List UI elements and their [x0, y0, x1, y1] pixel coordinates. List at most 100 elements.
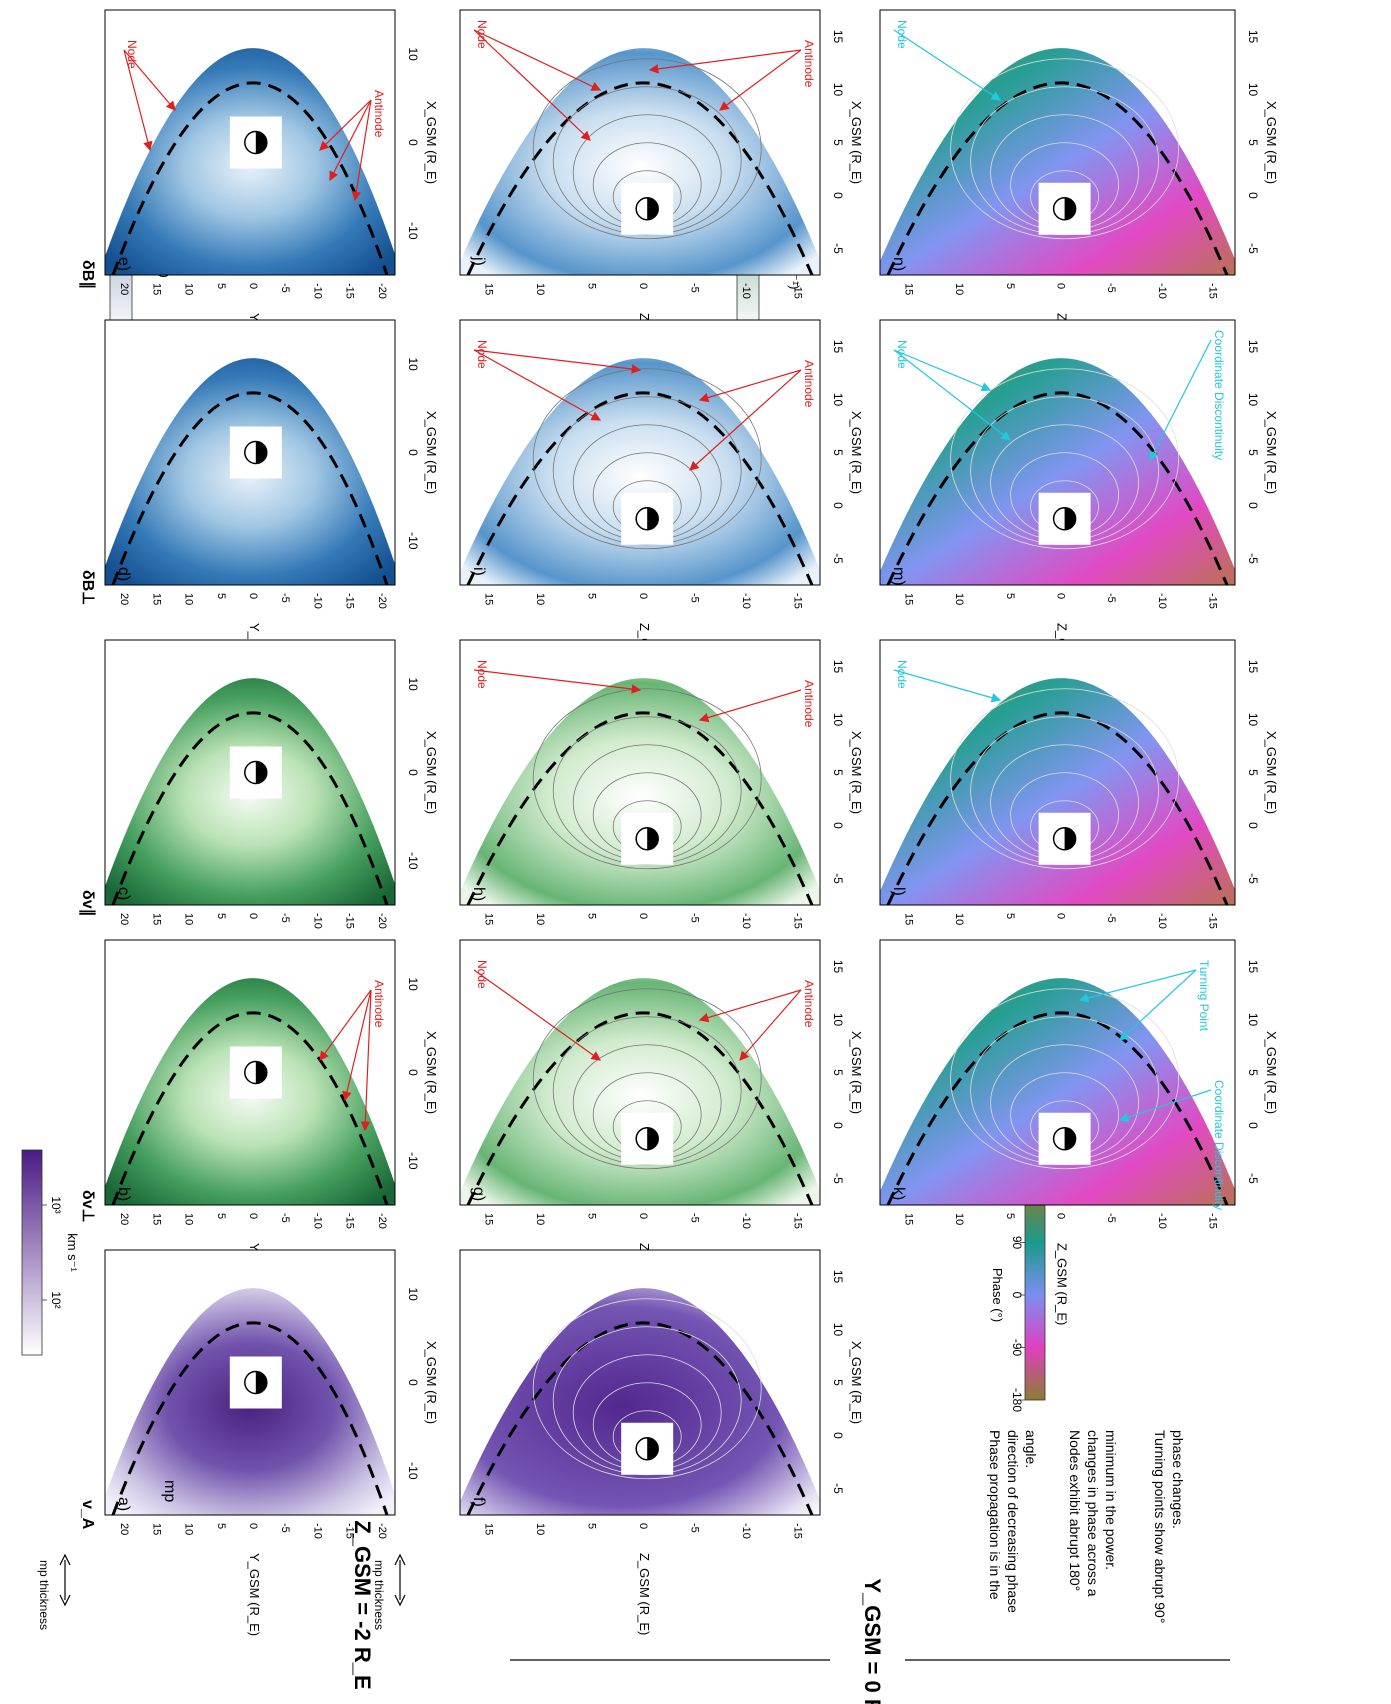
earth-night-side [1064, 1127, 1076, 1150]
panel-quantity: δB∥ [79, 260, 96, 289]
x-tick-label: 0 [406, 1069, 420, 1076]
y-tick-label: 5 [215, 1213, 227, 1219]
note-line: direction of decreasing phase [1005, 1430, 1021, 1613]
magnetopause-line [466, 81, 814, 275]
annotation-arrow [698, 369, 802, 403]
earth-night-side [647, 507, 659, 530]
y-tick-label: 15 [483, 1213, 495, 1225]
x-axis-label: X_GSM (R_E) [849, 731, 864, 814]
y-tick-label: 15 [150, 593, 162, 605]
annotation-arrow [329, 99, 372, 182]
x-tick-label: 15 [1246, 340, 1260, 354]
x-tick-label: 10 [406, 357, 420, 371]
note-line: minimum in the power. [1103, 1430, 1119, 1570]
y-tick-label: -15 [791, 593, 803, 609]
x-tick-label: 15 [831, 30, 845, 44]
x-tick-label: 0 [831, 192, 845, 199]
colorbar-phase-label: Phase (°) [990, 1268, 1005, 1322]
x-tick-label: 15 [831, 960, 845, 974]
note-1: Phase propagation is in the direction of … [987, 1430, 1039, 1613]
row-label-top: Z_GSM = -2 R_E [350, 1520, 375, 1689]
x-axis-label: X_GSM (R_E) [849, 1341, 864, 1424]
x-tick-label: 0 [1246, 192, 1260, 199]
x-axis-label: X_GSM (R_E) [424, 101, 439, 184]
magnetopause-line [886, 1011, 1229, 1205]
panel-label: e) [115, 257, 132, 271]
panel-quantity: δv∥ [79, 890, 96, 917]
earth-night-side [647, 827, 659, 850]
y-tick-label: 15 [902, 913, 914, 925]
annotation-arrow [473, 349, 602, 421]
x-tick-label: -10 [406, 1152, 420, 1170]
annotation-coord-disc-m: Coordinate Discontinuity [1149, 330, 1226, 462]
panel-frame [104, 319, 396, 586]
annotation-antinode-e: Antinode [319, 90, 386, 202]
panel-label: m) [890, 567, 907, 586]
magnetopause-line [111, 1321, 389, 1515]
y-tick-label: 5 [1004, 1213, 1016, 1219]
annotation-antinode-g: Antinode [698, 980, 816, 1061]
row-label-top-text: Z_GSM = -2 R_E [350, 1520, 375, 1689]
y-tick-label: 0 [247, 283, 259, 289]
panel-c: c) δv∥ -10 0 10 X_GSM (R_E) 20 15 10 5 0 -5 -10 -15 -2… [79, 639, 439, 1026]
y-tick-label: -5 [688, 283, 700, 293]
annotation-antinode-h-text: Antinode [802, 680, 816, 728]
y-tick-label: 0 [637, 1523, 649, 1529]
x-tick-label: 0 [406, 1379, 420, 1386]
annotation-node-l-text: Node [895, 660, 909, 689]
x-tick-label: -5 [831, 873, 845, 884]
x-tick-label: 0 [831, 1122, 845, 1129]
magnetopause-line [886, 81, 1229, 275]
x-tick-label: 5 [831, 1069, 845, 1076]
y-tick-label: -15 [344, 1213, 356, 1229]
mp-thickness-top: mp thickness [37, 1553, 71, 1630]
earth-night-side [255, 1061, 267, 1084]
annotation-node-m-text: Node [895, 340, 909, 369]
x-tick-label: -5 [1246, 873, 1260, 884]
y-tick-label: -5 [279, 1213, 291, 1223]
y-tick-label: 15 [483, 593, 495, 605]
y-tick-label: 20 [118, 593, 130, 605]
y-tick-label: -10 [740, 913, 752, 929]
mp-thickness-top-text: mp thickness [37, 1560, 51, 1630]
panel-label: i) [470, 567, 487, 576]
y-tick-label: -10 [740, 593, 752, 609]
y-tick-label: 5 [586, 1213, 598, 1219]
y-tick-label: 10 [534, 1523, 546, 1535]
y-tick-label: 0 [1055, 913, 1067, 919]
y-tick-label: 20 [118, 1213, 130, 1225]
mp-thickness-bottom: mp thickness [372, 1553, 406, 1630]
y-tick-label: 0 [247, 913, 259, 919]
y-tick-label: 10 [183, 593, 195, 605]
annotation-arrow [1118, 1089, 1212, 1122]
y-tick-label: 10 [953, 1213, 965, 1225]
magnetopause-line [886, 391, 1229, 585]
annotation-arrow [893, 349, 992, 392]
panel-frame [879, 639, 1236, 906]
y-tick-label: 5 [1004, 593, 1016, 599]
colorbar-va-label: km s⁻¹ [65, 1233, 80, 1272]
y-tick-label: -15 [344, 283, 356, 299]
y-tick-label: -10 [1156, 1213, 1168, 1229]
y-tick-label: -15 [344, 913, 356, 929]
x-tick-label: 0 [831, 502, 845, 509]
y-tick-label: 15 [483, 1523, 495, 1535]
colorbar-phase-bar [1024, 1189, 1046, 1401]
annotation-antinode-h: Antinode [698, 680, 816, 728]
magnetopause-line [111, 391, 389, 585]
earth-night-side [255, 761, 267, 784]
x-tick-label: -5 [831, 1173, 845, 1184]
panel-quantity: δB⊥ [79, 570, 96, 605]
y-tick-label: 15 [150, 283, 162, 295]
panel-a: a) v_A -10 0 10 X_GSM (R_E) 20 15 10 5 0 -5 -10 -15 -2… [79, 1249, 439, 1636]
x-tick-label: 0 [1246, 502, 1260, 509]
panel-frame [459, 639, 821, 906]
y-tick-label: 15 [902, 593, 914, 605]
x-axis-label: X_GSM (R_E) [1264, 1031, 1279, 1114]
x-tick-label: 5 [1246, 139, 1260, 146]
x-tick-label: 10 [1246, 713, 1260, 727]
y-tick-label: -10 [740, 283, 752, 299]
